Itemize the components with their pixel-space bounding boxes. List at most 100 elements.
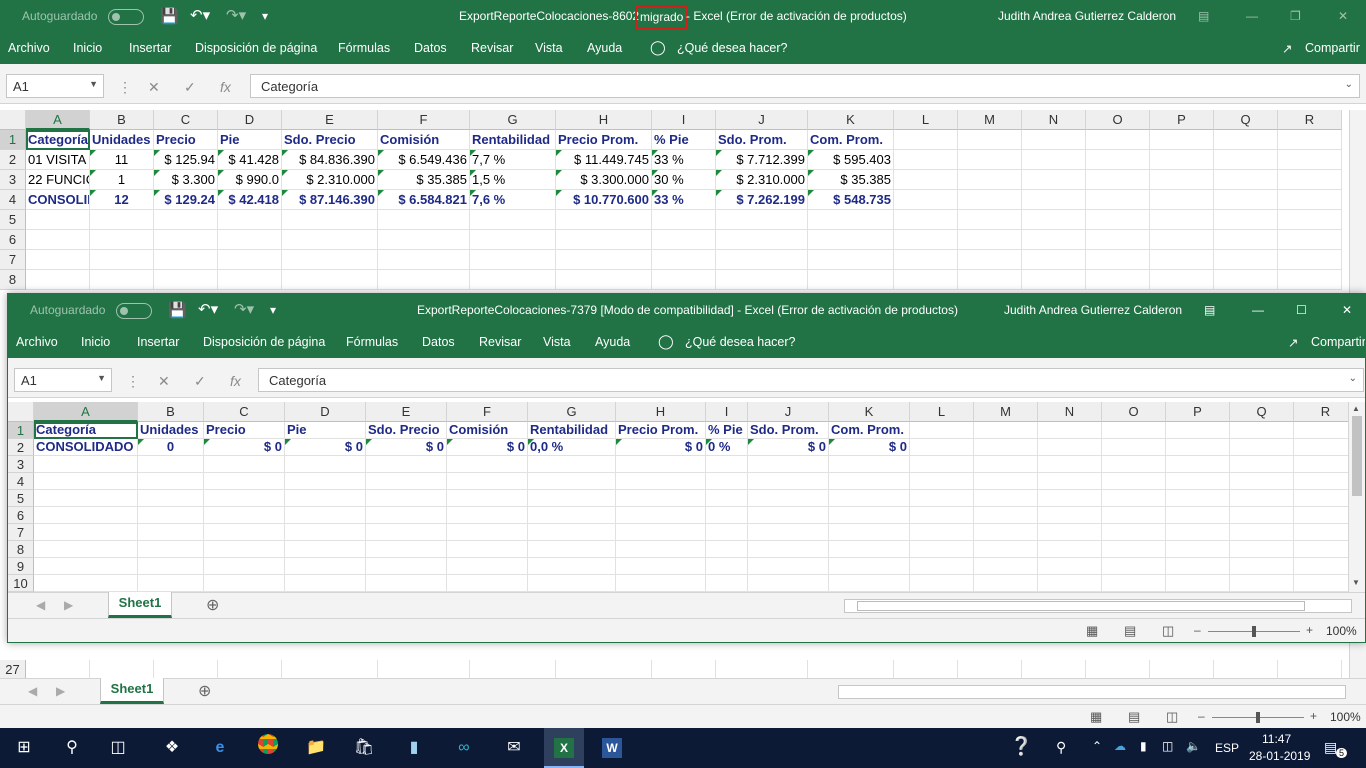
cell-m4[interactable]	[974, 473, 1038, 490]
column-header-b[interactable]: B	[90, 110, 154, 130]
cell-i8[interactable]	[652, 270, 716, 290]
cell-h1[interactable]: Precio Prom.	[616, 422, 706, 439]
cell-a5[interactable]	[34, 490, 138, 507]
cell-b9[interactable]	[138, 558, 204, 575]
column-header-e[interactable]: E	[282, 110, 378, 130]
ribbon-display-icon[interactable]: ▤	[1198, 9, 1210, 23]
cell-e3[interactable]	[366, 456, 447, 473]
redo-icon[interactable]: ↷▾	[226, 7, 247, 24]
cell-g2[interactable]: 0,0 %	[528, 439, 616, 456]
column-header-q[interactable]: Q	[1214, 110, 1278, 130]
sheet-tab-sheet1[interactable]: Sheet1	[100, 678, 164, 704]
enter-icon[interactable]: ✓	[184, 79, 196, 95]
cell-c3[interactable]: $ 3.300	[154, 170, 218, 190]
cell-k3[interactable]: $ 35.385	[808, 170, 894, 190]
tell-me-search[interactable]: ¿Qué desea hacer?	[677, 41, 788, 55]
cell-g6[interactable]	[470, 230, 556, 250]
cell-n1[interactable]	[1022, 130, 1086, 150]
cell-k5[interactable]	[808, 210, 894, 230]
cell-i5[interactable]	[706, 490, 748, 507]
cell-i9[interactable]	[706, 558, 748, 575]
zoom-out-icon[interactable]: –	[1198, 709, 1205, 723]
row-header-4[interactable]: 4	[8, 473, 34, 490]
cell-j8[interactable]	[748, 541, 829, 558]
cell-o7[interactable]	[1086, 250, 1150, 270]
row-header-8[interactable]: 8	[0, 270, 26, 290]
undo-icon[interactable]: ↶▾	[190, 7, 211, 24]
cell-b4[interactable]	[138, 473, 204, 490]
cell-e9[interactable]	[366, 558, 447, 575]
cell-k4[interactable]	[829, 473, 910, 490]
cell-r27[interactable]	[1278, 660, 1342, 680]
search-icon[interactable]: ⚲	[66, 739, 78, 756]
tab-insertar[interactable]: Insertar	[129, 41, 172, 55]
cell-d7[interactable]	[218, 250, 282, 270]
cell-m9[interactable]	[974, 558, 1038, 575]
cell-f3[interactable]	[447, 456, 528, 473]
column-header-d[interactable]: D	[285, 402, 366, 422]
cell-h5[interactable]	[556, 210, 652, 230]
minimize-icon[interactable]: —	[1252, 303, 1264, 317]
name-box[interactable]: A1 ▼	[6, 74, 104, 98]
column-header-f[interactable]: F	[378, 110, 470, 130]
cell-n7[interactable]	[1022, 250, 1086, 270]
cell-e2[interactable]: $ 0	[366, 439, 447, 456]
cell-o4[interactable]	[1086, 190, 1150, 210]
cell-i27[interactable]	[652, 660, 716, 680]
cell-c10[interactable]	[204, 575, 285, 592]
cell-q5[interactable]	[1230, 490, 1294, 507]
column-header-e[interactable]: E	[366, 402, 447, 422]
cell-a7[interactable]	[26, 250, 90, 270]
row-header-3[interactable]: 3	[8, 456, 34, 473]
page-break-icon[interactable]: ◫	[1166, 709, 1179, 724]
cell-k6[interactable]	[829, 507, 910, 524]
cell-c9[interactable]	[204, 558, 285, 575]
formula-input[interactable]: Categoría ⌄	[250, 74, 1360, 98]
cell-q7[interactable]	[1214, 250, 1278, 270]
cell-q1[interactable]	[1230, 422, 1294, 439]
cell-i6[interactable]	[652, 230, 716, 250]
vertical-scrollbar[interactable]: ▲ ▼	[1348, 402, 1365, 592]
cell-f8[interactable]	[378, 270, 470, 290]
cell-d2[interactable]: $ 0	[285, 439, 366, 456]
cell-i7[interactable]	[652, 250, 716, 270]
cell-e10[interactable]	[366, 575, 447, 592]
column-header-c[interactable]: C	[204, 402, 285, 422]
store-icon[interactable]: 🛍	[353, 739, 375, 756]
cell-n4[interactable]	[1038, 473, 1102, 490]
cell-n4[interactable]	[1022, 190, 1086, 210]
cell-i3[interactable]: 30 %	[652, 170, 716, 190]
column-header-g[interactable]: G	[470, 110, 556, 130]
cell-b1[interactable]: Unidades	[138, 422, 204, 439]
cell-h1[interactable]: Precio Prom.	[556, 130, 652, 150]
column-header-j[interactable]: J	[748, 402, 829, 422]
cell-c8[interactable]	[154, 270, 218, 290]
cell-m10[interactable]	[974, 575, 1038, 592]
cell-n1[interactable]	[1038, 422, 1102, 439]
column-header-p[interactable]: P	[1166, 402, 1230, 422]
cell-f6[interactable]	[378, 230, 470, 250]
cell-h3[interactable]: $ 3.300.000	[556, 170, 652, 190]
sheet-tab-sheet1[interactable]: Sheet1	[108, 592, 172, 618]
task-view-icon[interactable]: ◫	[110, 739, 126, 756]
normal-view-icon[interactable]: ▦	[1086, 623, 1099, 638]
cell-j10[interactable]	[748, 575, 829, 592]
cell-k4[interactable]: $ 548.735	[808, 190, 894, 210]
cell-l1[interactable]	[894, 130, 958, 150]
cell-p27[interactable]	[1150, 660, 1214, 680]
save-icon[interactable]: 💾	[168, 302, 187, 319]
cell-g8[interactable]	[470, 270, 556, 290]
cell-i3[interactable]	[706, 456, 748, 473]
cell-i10[interactable]	[706, 575, 748, 592]
cell-g2[interactable]: 7,7 %	[470, 150, 556, 170]
column-header-a[interactable]: A	[26, 110, 90, 130]
share-icon[interactable]: ↗	[1288, 336, 1299, 350]
network-icon[interactable]: ◫	[1162, 739, 1174, 753]
cell-c2[interactable]: $ 0	[204, 439, 285, 456]
cell-h8[interactable]	[556, 270, 652, 290]
cell-o27[interactable]	[1086, 660, 1150, 680]
cell-h4[interactable]: $ 10.770.600	[556, 190, 652, 210]
column-header-j[interactable]: J	[716, 110, 808, 130]
cell-m7[interactable]	[974, 524, 1038, 541]
cell-k1[interactable]: Com. Prom.	[808, 130, 894, 150]
